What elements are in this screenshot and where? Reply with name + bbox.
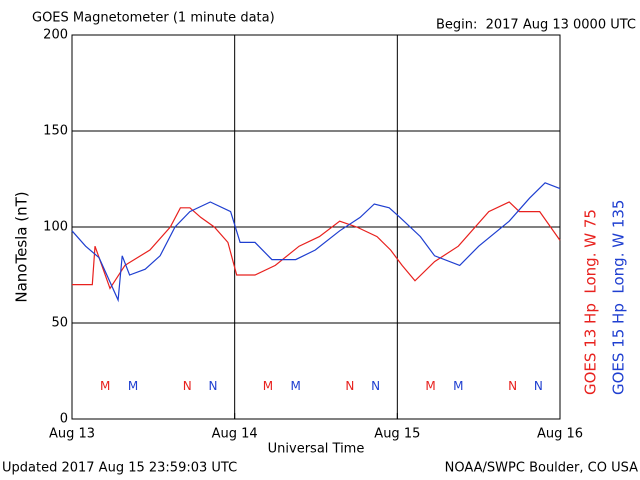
x-axis-label: Universal Time	[268, 442, 365, 457]
annotation: M	[425, 379, 435, 393]
x-tick-label: Aug 15	[374, 427, 420, 442]
data-line	[72, 201, 561, 290]
y-tick-label: 0	[60, 412, 68, 427]
y-tick-label: 100	[43, 220, 68, 235]
annotation: N	[208, 379, 217, 393]
legend-entry: GOES 13 Hp Long. W 75	[582, 209, 600, 395]
chart-subtitle: Begin: 2017 Aug 13 0000 UTC	[436, 18, 636, 33]
annotation: M	[128, 379, 138, 393]
x-tick-label: Aug 16	[537, 427, 583, 442]
annotation: N	[508, 379, 517, 393]
footer-right: NOAA/SWPC Boulder, CO USA	[445, 461, 638, 476]
y-tick-label: 200	[43, 28, 68, 43]
y-axis-label: NanoTesla (nT)	[13, 191, 31, 302]
chart-title: GOES Magnetometer (1 minute data)	[32, 11, 275, 26]
annotation: M	[453, 379, 463, 393]
y-tick-label: 50	[51, 316, 68, 331]
annotation: N	[534, 379, 543, 393]
data-line	[71, 182, 561, 303]
x-tick-label: Aug 14	[212, 427, 258, 442]
annotation: N	[371, 379, 380, 393]
annotation: N	[183, 379, 192, 393]
y-tick-label: 150	[43, 124, 68, 139]
footer-left: Updated 2017 Aug 15 23:59:03 UTC	[2, 461, 237, 476]
annotation: M	[263, 379, 273, 393]
annotation: M	[100, 379, 110, 393]
x-tick-label: Aug 13	[49, 427, 95, 442]
legend-entry: GOES 15 Hp Long. W 135	[610, 200, 628, 395]
annotation: N	[345, 379, 354, 393]
annotation: M	[290, 379, 300, 393]
